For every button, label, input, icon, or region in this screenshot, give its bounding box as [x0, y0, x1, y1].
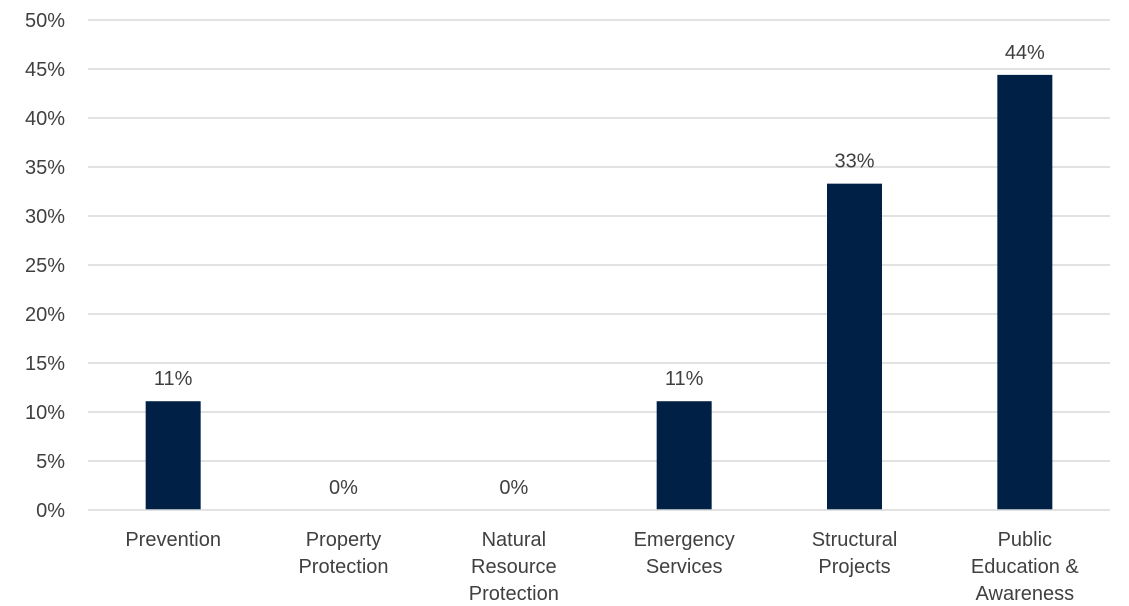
- gridlines: [88, 19, 1110, 462]
- bar: [145, 401, 201, 510]
- bar: [997, 74, 1053, 510]
- bar: [656, 401, 712, 510]
- y-tick-label: 40%: [25, 108, 65, 130]
- y-tick-label: 20%: [25, 304, 65, 326]
- category-label: Structural Projects: [812, 529, 898, 578]
- y-tick-label: 50%: [25, 10, 65, 32]
- y-tick-label: 5%: [36, 451, 65, 473]
- category-label: Emergency Services: [634, 529, 735, 578]
- data-label: 0%: [499, 477, 528, 499]
- category-label: Prevention: [125, 529, 221, 551]
- y-tick-label: 25%: [25, 255, 65, 277]
- category-label: Public Education & Awareness: [971, 529, 1080, 605]
- bar: [827, 183, 882, 510]
- y-tick-label: 35%: [25, 157, 65, 179]
- y-axis-tick-labels: 0% 5% 10% 15% 20% 25% 30% 35% 40% 45% 50%: [25, 10, 65, 522]
- y-tick-label: 0%: [36, 500, 65, 522]
- x-axis-category-labels: Prevention Property Protection Natural Resou…: [125, 529, 1079, 605]
- data-label: 33%: [834, 151, 874, 173]
- y-tick-label: 15%: [25, 353, 65, 375]
- y-tick-label: 10%: [25, 402, 65, 424]
- category-label: Property Protection: [298, 529, 388, 578]
- data-label: 11%: [665, 368, 704, 390]
- bars: [145, 74, 1053, 510]
- data-label: 0%: [329, 477, 358, 499]
- category-label: Natural Resource Protection: [469, 529, 559, 605]
- data-label: 11%: [154, 368, 193, 390]
- y-tick-label: 45%: [25, 59, 65, 81]
- y-tick-label: 30%: [25, 206, 65, 228]
- data-labels: 11% 0% 0% 11% 33% 44%: [154, 42, 1045, 499]
- data-label: 44%: [1005, 42, 1045, 64]
